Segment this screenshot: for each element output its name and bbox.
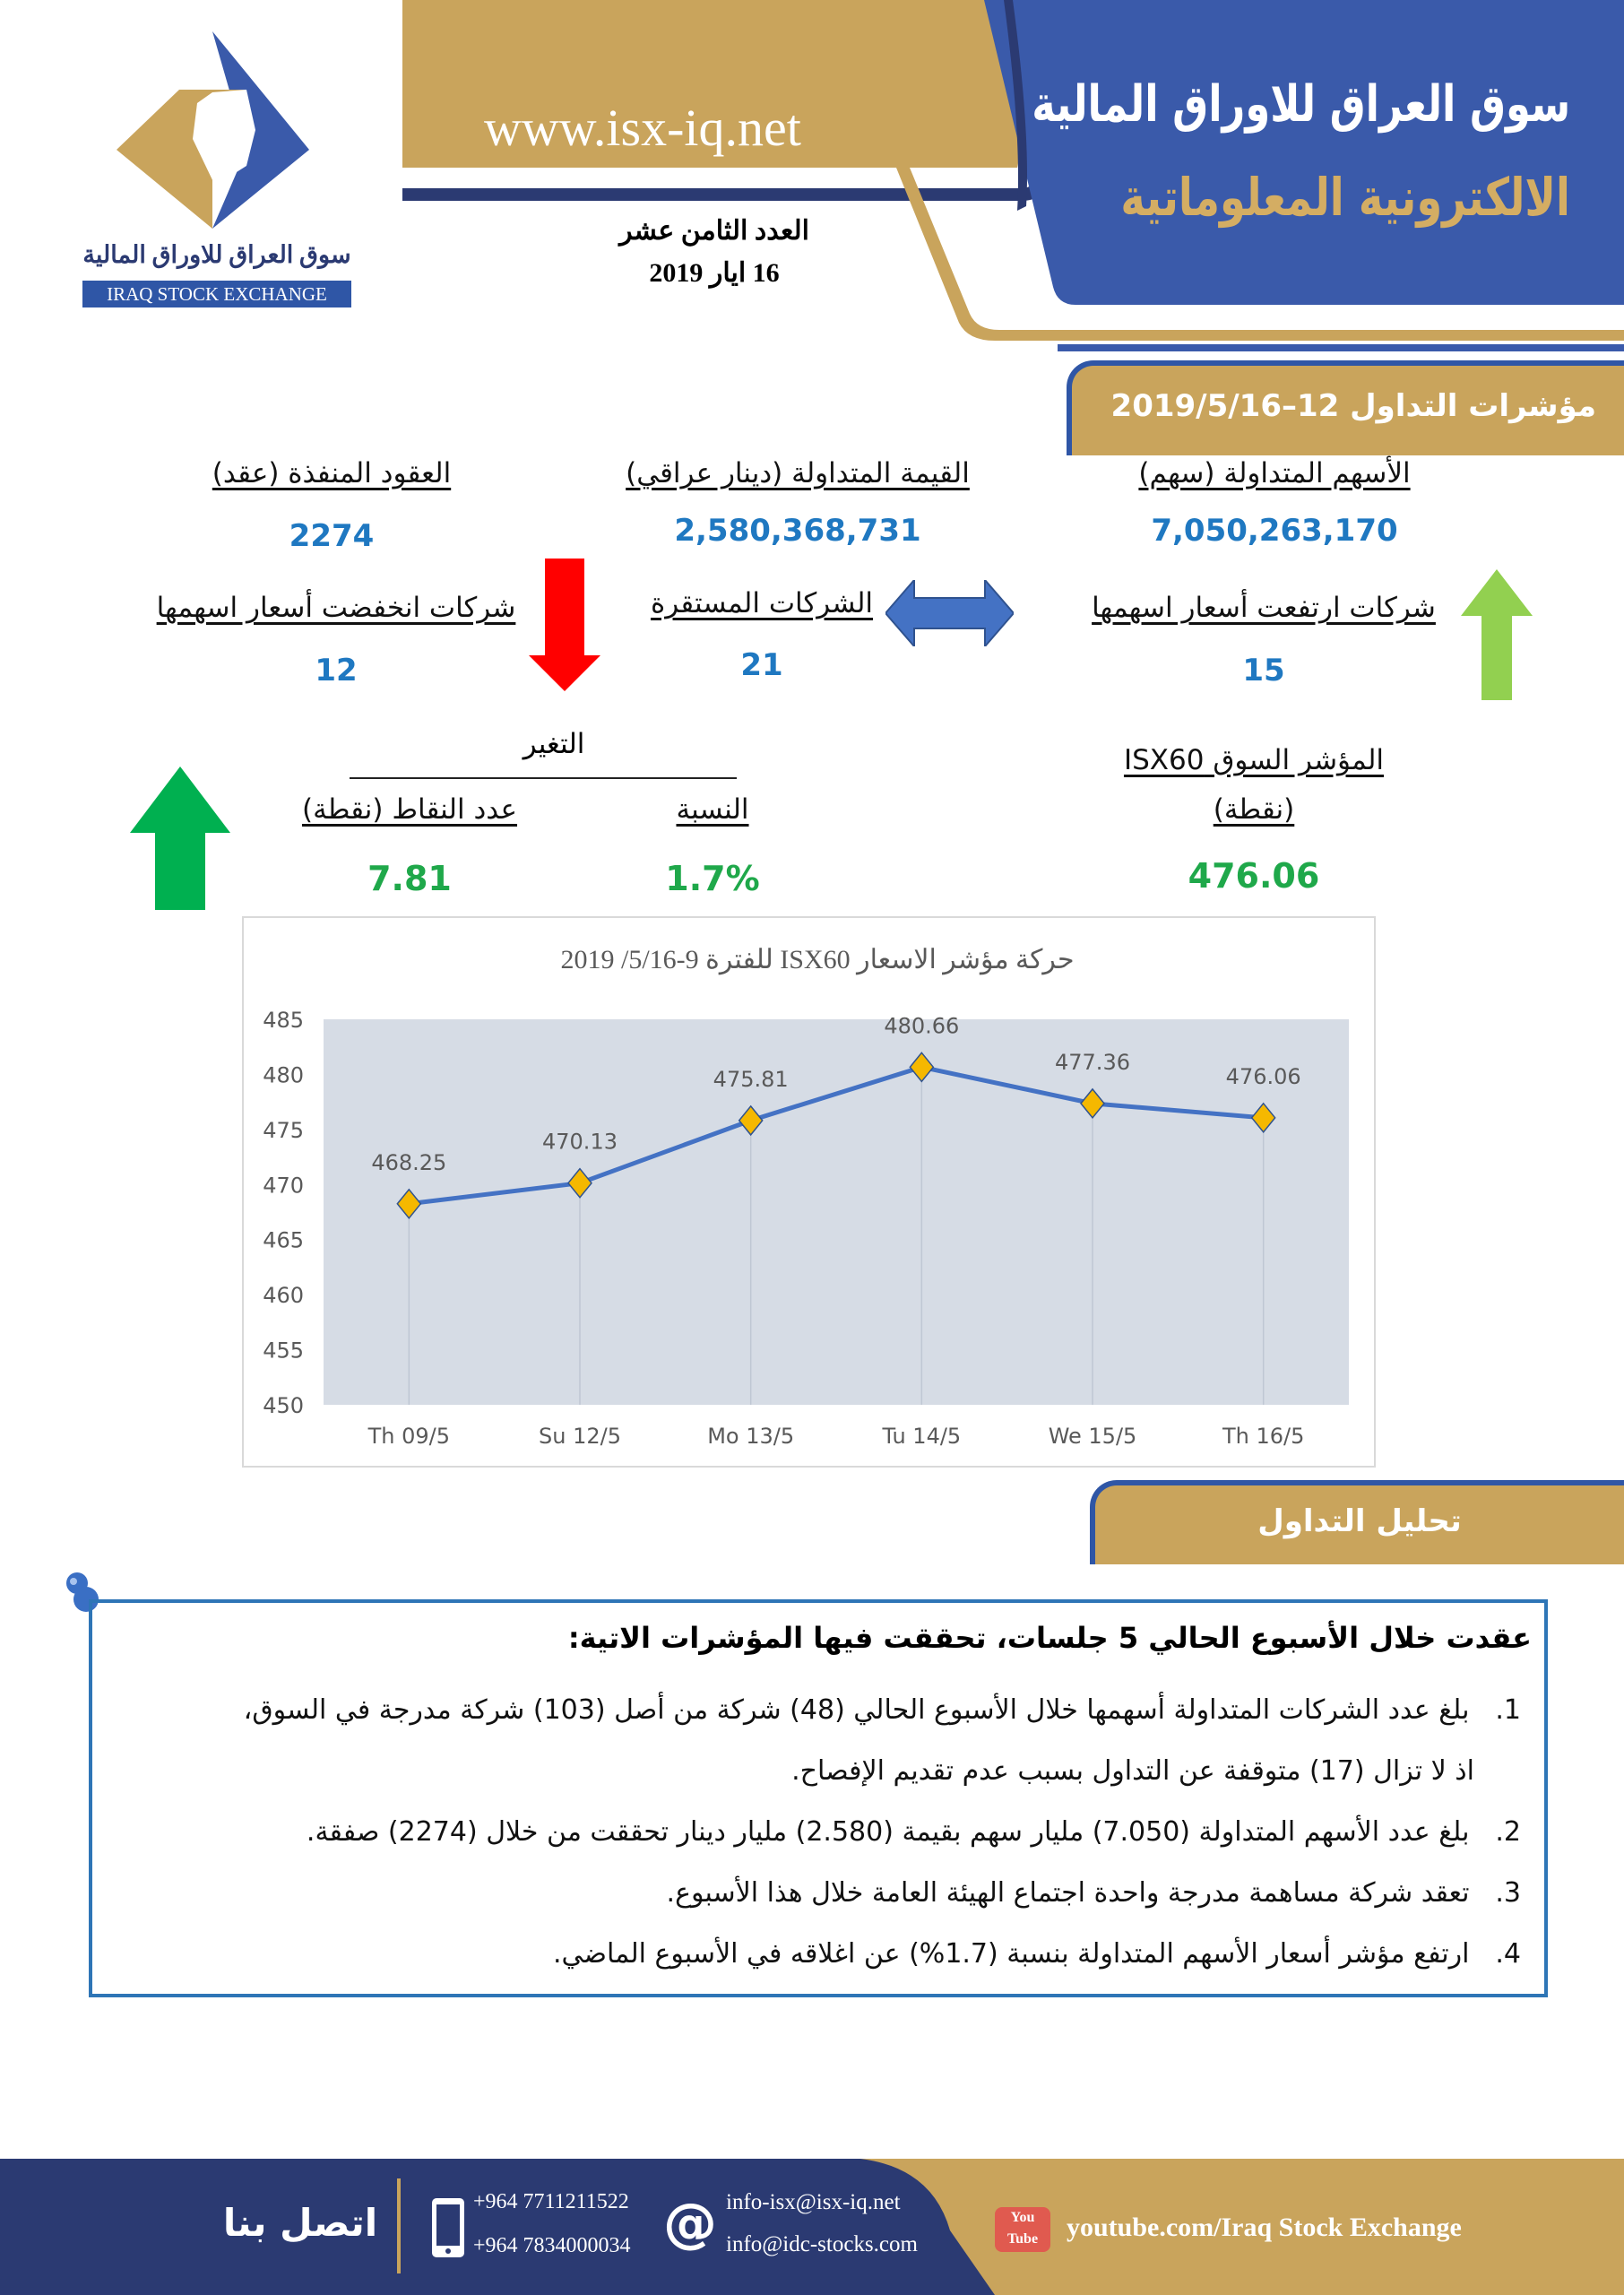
falling-value: 12	[315, 653, 358, 688]
item-number: 4.	[1495, 1938, 1521, 1970]
footer-background	[0, 2159, 1624, 2295]
item-text: تعقد شركة مساهمة مدرجة واحدة اجتماع الهي…	[666, 1877, 1470, 1909]
data-label: 480.66	[884, 1013, 959, 1038]
isx-logo	[117, 31, 309, 229]
logo-text-en: IRAQ STOCK EXCHANGE	[82, 281, 351, 307]
index-value: 476.06	[1188, 856, 1320, 896]
item-text: ارتفع مؤشر أسعار الأسهم المتداولة بنسبة …	[552, 1938, 1470, 1970]
list-item: 3. تعقد شركة مساهمة مدرجة واحدة اجتماع ا…	[105, 1863, 1521, 1924]
item-text: بلغ عدد الشركات المتداولة أسهمها خلال ال…	[243, 1694, 1470, 1726]
stable-value: 21	[740, 647, 783, 683]
header-title-line1: سوق العراق للاوراق المالية	[1032, 75, 1570, 134]
data-point-marker	[1080, 1087, 1105, 1120]
down-arrow-icon	[529, 559, 600, 691]
analysis-title: تحليل التداول	[1257, 1503, 1462, 1539]
email-2[interactable]: info@idc-stocks.com	[726, 2232, 918, 2256]
rising-value: 15	[1242, 653, 1285, 688]
list-item: 4. ارتفع مؤشر أسعار الأسهم المتداولة بنس…	[105, 1924, 1521, 1985]
big-up-arrow-icon	[130, 766, 230, 910]
youtube-icon: You Tube	[995, 2207, 1050, 2252]
item-number: 1.	[1495, 1694, 1521, 1726]
stable-label: الشركات المستقرة	[650, 587, 874, 619]
y-tick-label: 460	[263, 1283, 304, 1308]
change-points-value: 7.81	[367, 859, 452, 898]
change-divider	[350, 777, 737, 779]
list-item: 1. بلغ عدد الشركات المتداولة أسهمها خلال…	[105, 1680, 1521, 1741]
item-number: 3.	[1495, 1877, 1521, 1909]
header-title-line2: الالكترونية المعلوماتية	[1120, 167, 1570, 228]
plot-area	[324, 1019, 1349, 1405]
y-tick-label: 470	[263, 1173, 304, 1198]
analysis-banner: تحليل التداول	[1090, 1480, 1624, 1564]
isx60-line-chart: 450 455 460 465 470 475 480 485 468.25 Th 09/5 470…	[263, 1008, 1349, 1449]
change-pct-value: 1.7%	[665, 859, 760, 898]
x-tick-label: Mo 13/5	[707, 1424, 794, 1449]
data-label: 475.81	[713, 1067, 789, 1092]
rising-label: شركات ارتفعت أسعار اسهمها	[1092, 592, 1436, 624]
data-label: 468.25	[371, 1150, 446, 1175]
double-arrow-icon	[885, 580, 1014, 646]
logo-text-ar: سوق العراق للاوراق المالية	[82, 241, 351, 268]
analysis-list: 1. بلغ عدد الشركات المتداولة أسهمها خلال…	[92, 1680, 1544, 1985]
data-point-marker	[567, 1167, 592, 1199]
phone-2[interactable]: +964 7834000034	[473, 2234, 631, 2257]
footer-divider	[397, 2178, 401, 2273]
y-tick-label: 465	[263, 1228, 304, 1253]
y-tick-label: 450	[263, 1393, 304, 1418]
x-tick-label: Th 16/5	[1222, 1424, 1304, 1449]
list-item: 2. بلغ عدد الأسهم المتداولة (7.050) مليا…	[105, 1802, 1521, 1863]
youtube-link[interactable]: youtube.com/Iraq Stock Exchange	[1067, 2213, 1462, 2242]
x-tick-label: Th 09/5	[367, 1424, 450, 1449]
y-tick-label: 480	[263, 1062, 304, 1087]
y-tick-label: 475	[263, 1118, 304, 1143]
data-label: 470.13	[542, 1130, 618, 1155]
index-label: المؤشر السوق ISX60	[1123, 744, 1385, 776]
list-item-continuation: اذ لا تزال (17) متوقفة عن التداول بسبب ع…	[791, 1755, 1474, 1787]
series-line	[409, 1064, 1264, 1207]
item-number: 2.	[1495, 1816, 1521, 1848]
phone-1[interactable]: +964 7711211522	[473, 2190, 629, 2213]
contact-us-label: اتصل بنا	[222, 2201, 378, 2245]
issue-number: العدد الثامن عشر	[619, 216, 809, 246]
change-points-label: عدد النقاط (نقطة)	[301, 793, 518, 826]
indicators-banner: مؤشرات التداول 12–2019/5/16	[1067, 360, 1624, 455]
issue-date: 16 ايار 2019	[649, 258, 780, 288]
item-text: بلغ عدد الأسهم المتداولة (7.050) مليار س…	[306, 1816, 1470, 1848]
chart-title: حركة مؤشر الاسعار ISX60 للفترة 9-5/16/ 2…	[560, 945, 1075, 974]
up-arrow-icon	[1461, 569, 1533, 700]
email-1[interactable]: info-isx@isx-iq.net	[726, 2190, 901, 2214]
data-point-marker	[738, 1104, 764, 1137]
contracts-label: العقود المنفذة (عقد)	[212, 457, 452, 489]
data-point-marker	[909, 1052, 935, 1083]
y-tick-label: 485	[263, 1008, 304, 1033]
analysis-box: عقدت خلال الأسبوع الحالي 5 جلسات، تحققت …	[89, 1599, 1548, 1997]
indicators-title: مؤشرات التداول 12–2019/5/16	[1110, 388, 1596, 424]
contracts-value: 2274	[289, 518, 375, 554]
shares-label: الأسهم المتداولة (سهم)	[1138, 457, 1411, 489]
header-graphic	[402, 0, 1624, 351]
traded-value-label: القيمة المتداولة (دينار عراقي)	[626, 457, 970, 489]
data-point-marker	[1250, 1102, 1276, 1134]
index-unit: (نقطة)	[1213, 793, 1295, 826]
x-tick-label: We 15/5	[1049, 1424, 1137, 1449]
data-point-marker	[396, 1188, 422, 1219]
x-tick-label: Su 12/5	[539, 1424, 621, 1449]
email-at-icon: @	[663, 2192, 717, 2255]
shares-value: 7,050,263,170	[1151, 513, 1398, 549]
pin-icon	[66, 1572, 99, 1612]
analysis-intro: عقدت خلال الأسبوع الحالي 5 جلسات، تحققت …	[567, 1621, 1532, 1655]
change-label: التغير	[523, 728, 585, 760]
website-link[interactable]: www.isx-iq.net	[484, 99, 801, 157]
data-label: 477.36	[1055, 1050, 1130, 1075]
data-label: 476.06	[1226, 1064, 1301, 1089]
change-pct-label: النسبة	[676, 793, 749, 826]
falling-label: شركات انخفضت أسعار اسهمها	[156, 592, 516, 624]
x-tick-label: Tu 14/5	[881, 1424, 961, 1449]
traded-value: 2,580,368,731	[674, 513, 921, 549]
chart-frame	[242, 916, 1376, 1468]
phone-icon	[432, 2198, 464, 2257]
y-tick-label: 455	[263, 1338, 304, 1364]
